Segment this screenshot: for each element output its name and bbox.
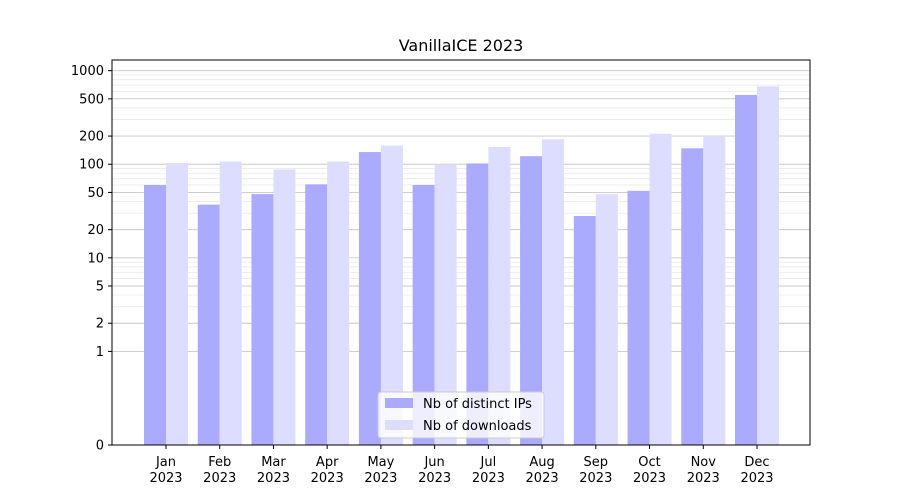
x-tick-label-year: 2023 — [257, 471, 290, 486]
x-tick-label-year: 2023 — [740, 471, 773, 486]
bars-layer — [144, 86, 779, 446]
x-tick-label-year: 2023 — [203, 471, 236, 486]
bar-distinct-ips — [412, 185, 435, 445]
legend: Nb of distinct IPs Nb of downloads — [377, 391, 545, 439]
y-tick-label: 20 — [87, 223, 104, 238]
bar-distinct-ips — [573, 215, 596, 445]
x-tick-label-year: 2023 — [149, 471, 182, 486]
y-tick-label: 1 — [96, 345, 104, 360]
x-tick-label-month: Oct — [638, 455, 660, 470]
x-tick-label-year: 2023 — [472, 471, 505, 486]
bar-distinct-ips — [681, 148, 704, 446]
bar-downloads — [273, 169, 296, 446]
x-tick-label-month: Apr — [316, 455, 339, 470]
bar-downloads — [166, 163, 188, 445]
y-tick-label: 50 — [87, 186, 104, 201]
x-tick-label-year: 2023 — [633, 471, 666, 486]
bar-distinct-ips — [197, 204, 220, 445]
y-tick-label: 500 — [79, 92, 104, 107]
x-tick-label-month: Aug — [529, 455, 554, 470]
bar-downloads — [649, 133, 672, 446]
legend-swatch-distinct-ips — [385, 398, 413, 408]
x-tick-label-month: Dec — [744, 455, 769, 470]
bar-distinct-ips — [144, 185, 166, 445]
bar-downloads — [380, 145, 403, 445]
x-tick-label-year: 2023 — [526, 471, 559, 486]
x-tick-label-month: Feb — [208, 455, 231, 470]
bar-downloads — [757, 86, 779, 446]
y-tick-label: 0 — [96, 439, 104, 454]
x-tick-label-year: 2023 — [311, 471, 344, 486]
bar-downloads — [327, 161, 350, 445]
x-tick-label-month: Jan — [155, 455, 176, 470]
bar-downloads — [703, 136, 726, 446]
x-tick-label-year: 2023 — [418, 471, 451, 486]
bar-distinct-ips — [305, 184, 328, 445]
bar-distinct-ips — [735, 94, 757, 445]
y-tick-label: 200 — [79, 130, 104, 145]
x-tick-label-year: 2023 — [687, 471, 720, 486]
bar-distinct-ips — [466, 163, 489, 445]
bar-downloads — [434, 164, 457, 445]
bar-distinct-ips — [520, 156, 543, 445]
x-tick-label-month: Nov — [691, 455, 717, 470]
y-tick-label: 10 — [87, 251, 104, 266]
legend-swatch-downloads — [385, 420, 413, 430]
legend-box — [377, 391, 545, 439]
ticks-layer: 01251020501002005001000Jan2023Feb2023Mar… — [71, 64, 774, 486]
x-tick-label-month: May — [367, 455, 394, 470]
legend-label-downloads: Nb of downloads — [423, 419, 532, 434]
chart-title: VanillaICE 2023 — [399, 36, 524, 55]
bar-distinct-ips — [251, 194, 274, 445]
bar-distinct-ips — [627, 190, 650, 445]
x-tick-label-year: 2023 — [364, 471, 397, 486]
bar-downloads — [542, 139, 565, 445]
y-tick-label: 1000 — [71, 64, 104, 79]
plot-frame — [111, 59, 811, 446]
x-tick-label-month: Jul — [480, 455, 497, 470]
y-tick-label: 5 — [96, 280, 104, 295]
x-tick-label-month: Sep — [584, 455, 609, 470]
legend-label-distinct-ips: Nb of distinct IPs — [423, 397, 532, 412]
x-tick-label-month: Mar — [261, 455, 286, 470]
bar-distinct-ips — [358, 152, 381, 445]
bar-downloads — [595, 194, 618, 445]
y-tick-label: 100 — [79, 158, 104, 173]
x-tick-label-month: Jun — [423, 455, 444, 470]
bar-downloads — [219, 161, 242, 445]
x-tick-label-year: 2023 — [579, 471, 612, 486]
bar-downloads — [488, 146, 511, 446]
y-tick-label: 2 — [96, 317, 104, 332]
